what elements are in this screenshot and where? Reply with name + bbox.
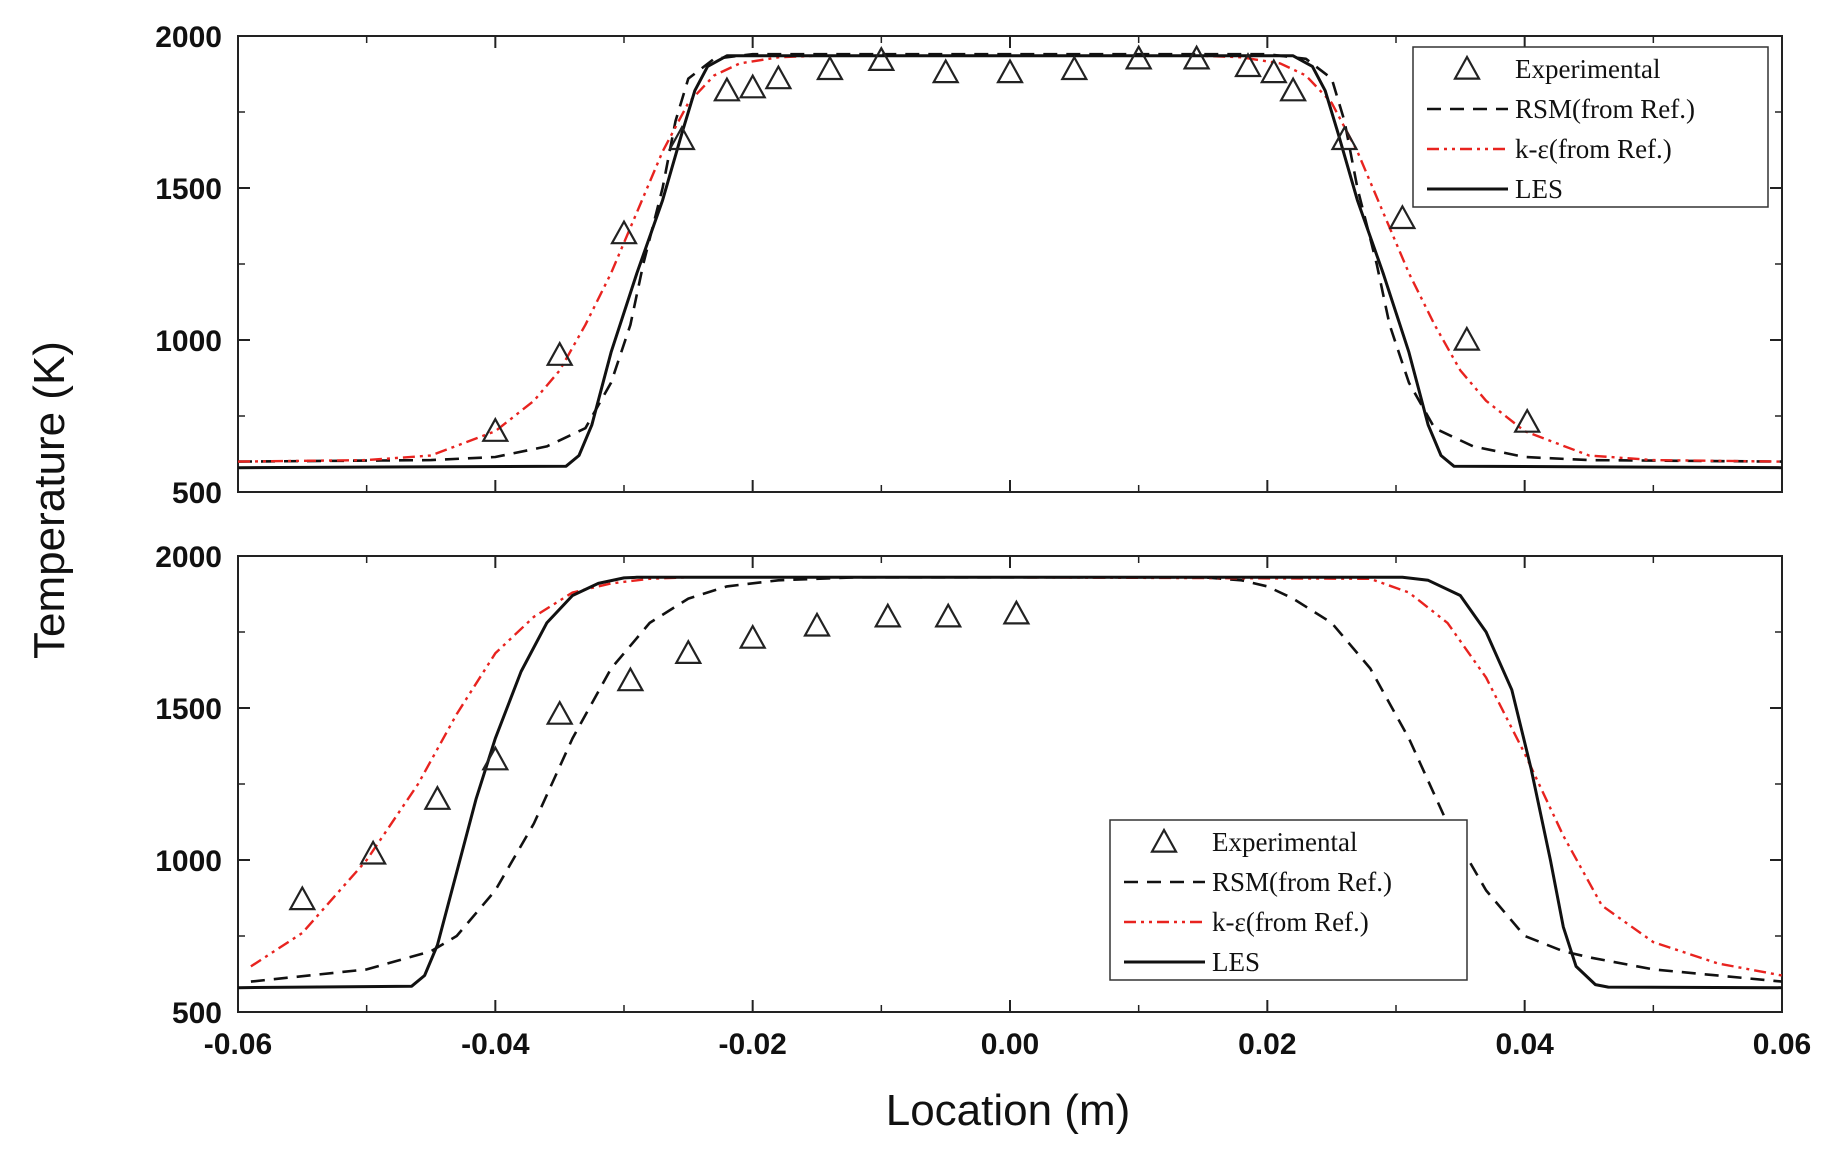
legend-symbol-experimental [1453, 54, 1481, 80]
x-axis-title: Location (m) [886, 1086, 1131, 1135]
experimental-point [1259, 58, 1288, 84]
experimental-point [1234, 52, 1262, 78]
series-line-les [238, 575, 1782, 990]
y-tick-label: 500 [172, 477, 222, 510]
y-tick-label: 500 [172, 997, 222, 1030]
x-tick-label: 0.02 [1238, 1028, 1296, 1061]
experimental-point [1060, 55, 1089, 81]
series-line-rsm [250, 576, 1782, 983]
bottom-panel: 500 1000 1500 2000 -0.06 -0.04 -0.02 0.00 0.02 0.… [155, 541, 1811, 1061]
y-tick-label: 1500 [155, 173, 222, 206]
y-tick-label: 2000 [155, 541, 222, 574]
y-tick-label: 2000 [155, 21, 222, 54]
experimental-point [764, 64, 793, 90]
x-tick-label: -0.06 [204, 1028, 272, 1061]
y-axis-title: Temperature (K) [25, 341, 74, 659]
experimental-point [610, 219, 638, 245]
experimental-point [1452, 325, 1481, 351]
legend-label: Experimental [1515, 54, 1660, 84]
experimental-point [816, 55, 844, 81]
x-tick-label: 0.06 [1753, 1028, 1811, 1061]
experimental-point [423, 784, 452, 810]
top-panel: 500 1000 1500 2000 Experimental RSM(from Ref.… [155, 21, 1783, 510]
y-tick-label: 1500 [155, 693, 222, 726]
experimental-point [1279, 76, 1307, 102]
experimental-point [674, 639, 703, 665]
x-tick-label: 0.00 [981, 1028, 1039, 1061]
x-tick-label: 0.04 [1495, 1028, 1554, 1061]
experimental-point [616, 666, 645, 692]
experimental-point [359, 839, 387, 865]
experimental-point [668, 125, 696, 151]
legend-label: RSM(from Ref.) [1515, 94, 1695, 124]
legend-label: LES [1515, 174, 1563, 204]
plot-area [238, 575, 1782, 990]
legend-label: RSM(from Ref.) [1212, 867, 1392, 897]
experimental-point [1330, 125, 1359, 151]
experimental-point [545, 340, 574, 366]
experimental-point [481, 745, 510, 771]
experimental-point [481, 416, 510, 442]
legend-label: LES [1212, 947, 1260, 977]
y-tick-label: 1000 [155, 325, 222, 358]
series-line-ke [250, 576, 1782, 977]
experimental-point [873, 602, 902, 628]
experimental-point [1002, 599, 1031, 625]
legend-box [1412, 46, 1769, 208]
legend: Experimental RSM(from Ref.) k-ε(from Ref.)… [1412, 46, 1769, 208]
y-tick-label: 1000 [155, 845, 222, 878]
experimental-point [738, 623, 767, 649]
experimental-point [931, 58, 960, 84]
experimental-point [934, 602, 963, 628]
x-tick-label: -0.04 [461, 1028, 530, 1061]
series-line-les [238, 54, 1782, 470]
legend-label: k-ε(from Ref.) [1515, 134, 1672, 164]
legend-symbol-experimental [1150, 827, 1178, 853]
experimental-point [1124, 44, 1153, 70]
experimental-point [996, 58, 1024, 84]
experimental-point [713, 76, 741, 102]
experimental-point [545, 699, 574, 725]
experimental-point [288, 885, 317, 911]
experimental-point [1182, 44, 1211, 70]
x-tick-label: -0.02 [718, 1028, 786, 1061]
legend-label: k-ε(from Ref.) [1212, 907, 1369, 937]
experimental-point [803, 611, 831, 637]
plot-area [238, 44, 1782, 470]
legend: Experimental RSM(from Ref.) k-ε(from Ref.)… [1109, 819, 1468, 981]
experimental-point [738, 73, 767, 99]
experimental-point [1388, 204, 1417, 230]
legend-label: Experimental [1212, 827, 1357, 857]
legend-box [1109, 819, 1468, 981]
experimental-point [1513, 407, 1542, 433]
experimental-point [867, 46, 896, 72]
